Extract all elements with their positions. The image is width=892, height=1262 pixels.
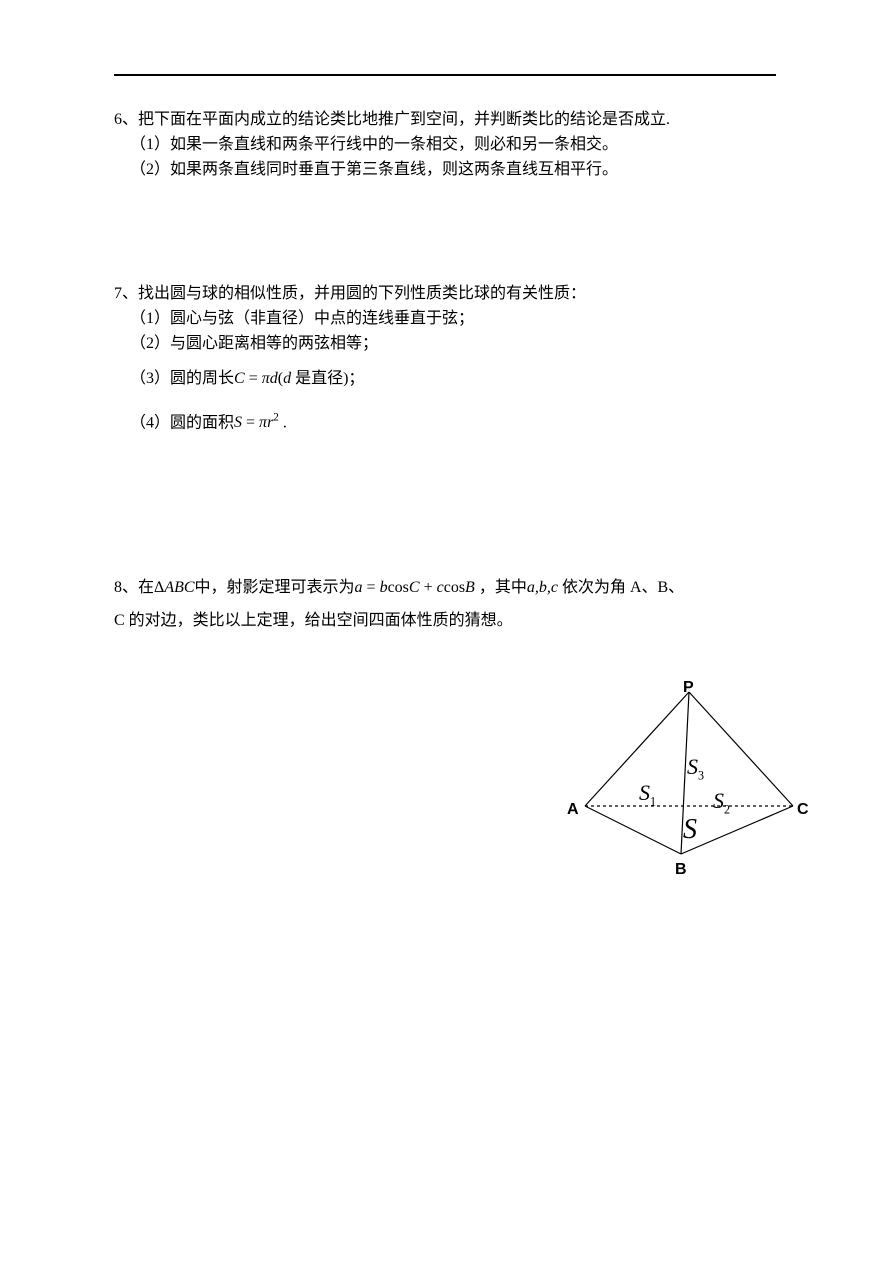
q7-3-suffix: 是直径)；: [291, 370, 364, 387]
q6-title: 6、把下面在平面内成立的结论类比地推广到空间，并判断类比的结论是否成立.: [114, 108, 790, 133]
face-label-S1: S1: [639, 776, 656, 811]
q8-formula: a = bcosC + ccosB: [355, 579, 475, 596]
face-label-S: S: [683, 808, 697, 851]
q7-4-suffix: .: [279, 414, 287, 431]
q7-title: 7、找出圆与球的相似性质，并用圆的下列性质类比球的有关性质：: [114, 282, 790, 307]
document-body: 6、把下面在平面内成立的结论类比地推广到空间，并判断类比的结论是否成立. （1）…: [114, 108, 790, 633]
tetrahedron-svg: [567, 676, 807, 896]
face-label-S2: S2: [713, 784, 730, 819]
q7-item-1: （1）圆心与弦（非直径）中点的连线垂直于弦；: [130, 307, 790, 332]
q6-item-1: （1）如果一条直线和两条平行线中的一条相交，则必和另一条相交。: [130, 133, 790, 158]
face-label-S3: S3: [687, 750, 704, 785]
q7-3-formula: C = πd(d: [234, 370, 291, 387]
q7-item-4: （4）圆的面积S = πr2 .: [130, 410, 790, 436]
vertex-label-C: C: [797, 798, 809, 823]
q7-4-formula: S = πr2: [234, 414, 279, 431]
q7-item-2: （2）与圆心距离相等的两弦相等；: [130, 332, 790, 357]
q7-3-prefix: （3）圆的周长: [130, 370, 234, 387]
question-8: 8、在ΔABC中，射影定理可表示为a = bcosC + ccosB ，其中a,…: [114, 576, 790, 634]
q6-item-2: （2）如果两条直线同时垂直于第三条直线，则这两条直线互相平行。: [130, 158, 790, 183]
question-7: 7、找出圆与球的相似性质，并用圆的下列性质类比球的有关性质： （1）圆心与弦（非…: [114, 282, 790, 435]
q7-4-prefix: （4）圆的面积: [130, 414, 234, 431]
tetrahedron-diagram: P A B C S1 S2 S3 S: [567, 676, 807, 896]
question-6: 6、把下面在平面内成立的结论类比地推广到空间，并判断类比的结论是否成立. （1）…: [114, 108, 790, 182]
top-rule: [114, 74, 776, 76]
q8-line-1: 8、在ΔABC中，射影定理可表示为a = bcosC + ccosB ，其中a,…: [114, 576, 790, 601]
vertex-label-B: B: [675, 858, 687, 883]
q8-line-2: C 的对边，类比以上定理，给出空间四面体性质的猜想。: [114, 609, 790, 634]
vertex-label-P: P: [683, 676, 694, 701]
vertex-label-A: A: [567, 798, 579, 823]
q7-item-3: （3）圆的周长C = πd(d 是直径)；: [130, 367, 790, 392]
